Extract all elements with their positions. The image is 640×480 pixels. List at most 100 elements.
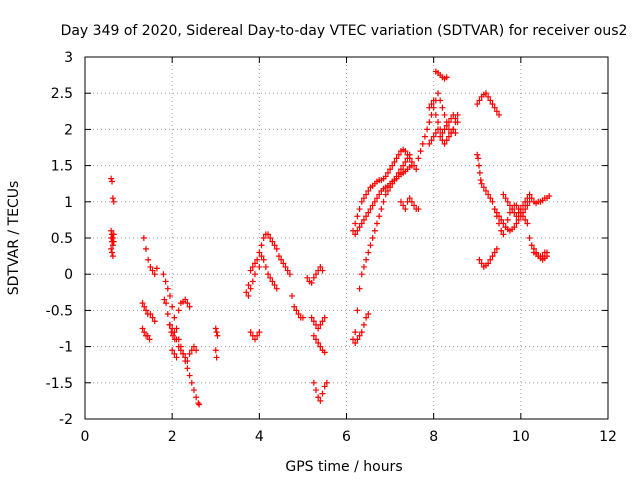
- data-point: [387, 184, 394, 191]
- data-point: [354, 307, 361, 314]
- data-point: [352, 329, 359, 336]
- data-point: [146, 336, 153, 343]
- data-point: [526, 191, 533, 198]
- data-point: [502, 195, 509, 202]
- data-point: [426, 119, 433, 126]
- data-point: [371, 227, 378, 234]
- data-point: [109, 249, 116, 256]
- data-point: [271, 242, 278, 249]
- data-point: [195, 400, 202, 407]
- data-point: [382, 173, 389, 180]
- data-point: [476, 169, 483, 176]
- data-point: [478, 180, 485, 187]
- data-point: [450, 111, 457, 118]
- data-point: [439, 130, 446, 137]
- data-point: [415, 155, 422, 162]
- data-point: [408, 162, 415, 169]
- data-point: [421, 133, 428, 140]
- data-point: [249, 263, 256, 270]
- data-point: [175, 307, 182, 314]
- data-point: [384, 169, 391, 176]
- data-point: [269, 238, 276, 245]
- data-point: [363, 191, 370, 198]
- data-point: [515, 216, 522, 223]
- data-point: [365, 187, 372, 194]
- x-tick-label: 4: [255, 429, 264, 445]
- data-point: [171, 350, 178, 357]
- data-point: [310, 332, 317, 339]
- data-point: [474, 151, 481, 158]
- data-point: [354, 213, 361, 220]
- data-point: [506, 202, 513, 209]
- data-point: [485, 260, 492, 267]
- data-point: [528, 242, 535, 249]
- data-point: [175, 343, 182, 350]
- data-point: [439, 104, 446, 111]
- data-point: [267, 235, 274, 241]
- data-point: [365, 311, 372, 318]
- data-point: [271, 282, 278, 289]
- x-axis-label: GPS time / hours: [285, 459, 402, 475]
- data-point: [319, 318, 326, 325]
- data-point: [149, 267, 156, 274]
- data-point: [513, 202, 520, 209]
- data-point: [245, 282, 252, 289]
- data-point: [269, 278, 276, 285]
- data-point: [406, 151, 413, 158]
- data-point: [193, 347, 200, 354]
- data-point: [443, 74, 450, 81]
- chart-title: Day 349 of 2020, Sidereal Day-to-day VTE…: [61, 23, 628, 39]
- data-point: [171, 329, 178, 336]
- data-point: [378, 206, 385, 213]
- data-point: [437, 133, 444, 140]
- data-point: [109, 178, 116, 185]
- data-point: [480, 184, 487, 191]
- data-point: [389, 180, 396, 187]
- data-point: [489, 253, 496, 260]
- data-point: [393, 155, 400, 162]
- data-point: [247, 267, 254, 274]
- data-point: [108, 235, 115, 241]
- data-point: [356, 285, 363, 292]
- data-point: [186, 372, 193, 379]
- data-point: [160, 271, 167, 278]
- data-point: [258, 253, 265, 260]
- data-point: [169, 347, 176, 354]
- data-point: [485, 93, 492, 100]
- data-point: [482, 90, 489, 97]
- data-point: [164, 285, 171, 292]
- data-point: [251, 271, 258, 278]
- data-point: [404, 155, 411, 162]
- data-point: [265, 231, 272, 238]
- data-point: [371, 198, 378, 205]
- data-point: [402, 158, 409, 165]
- data-point: [435, 90, 442, 97]
- data-point: [358, 271, 365, 278]
- data-point: [360, 216, 367, 223]
- data-point: [161, 296, 168, 303]
- data-point: [295, 311, 302, 318]
- data-point: [445, 119, 452, 126]
- data-point: [251, 336, 258, 343]
- data-point: [143, 307, 150, 314]
- data-point: [489, 101, 496, 108]
- data-point: [180, 350, 187, 357]
- y-axis-label: SDTVAR / TECUs: [6, 181, 22, 296]
- data-point: [212, 347, 219, 354]
- plot-frame: [84, 56, 609, 420]
- data-point: [273, 285, 280, 292]
- data-point: [254, 332, 261, 339]
- y-tick-label: -1.5: [46, 376, 73, 392]
- data-point: [162, 278, 169, 285]
- data-point: [408, 198, 415, 205]
- data-point: [184, 358, 191, 365]
- data-point: [491, 104, 498, 111]
- data-point: [397, 198, 404, 205]
- data-point: [491, 249, 498, 256]
- data-point: [369, 202, 376, 209]
- data-point: [475, 155, 482, 162]
- data-point: [365, 209, 372, 216]
- data-point: [487, 97, 494, 104]
- data-point: [428, 137, 435, 144]
- data-point: [249, 278, 256, 285]
